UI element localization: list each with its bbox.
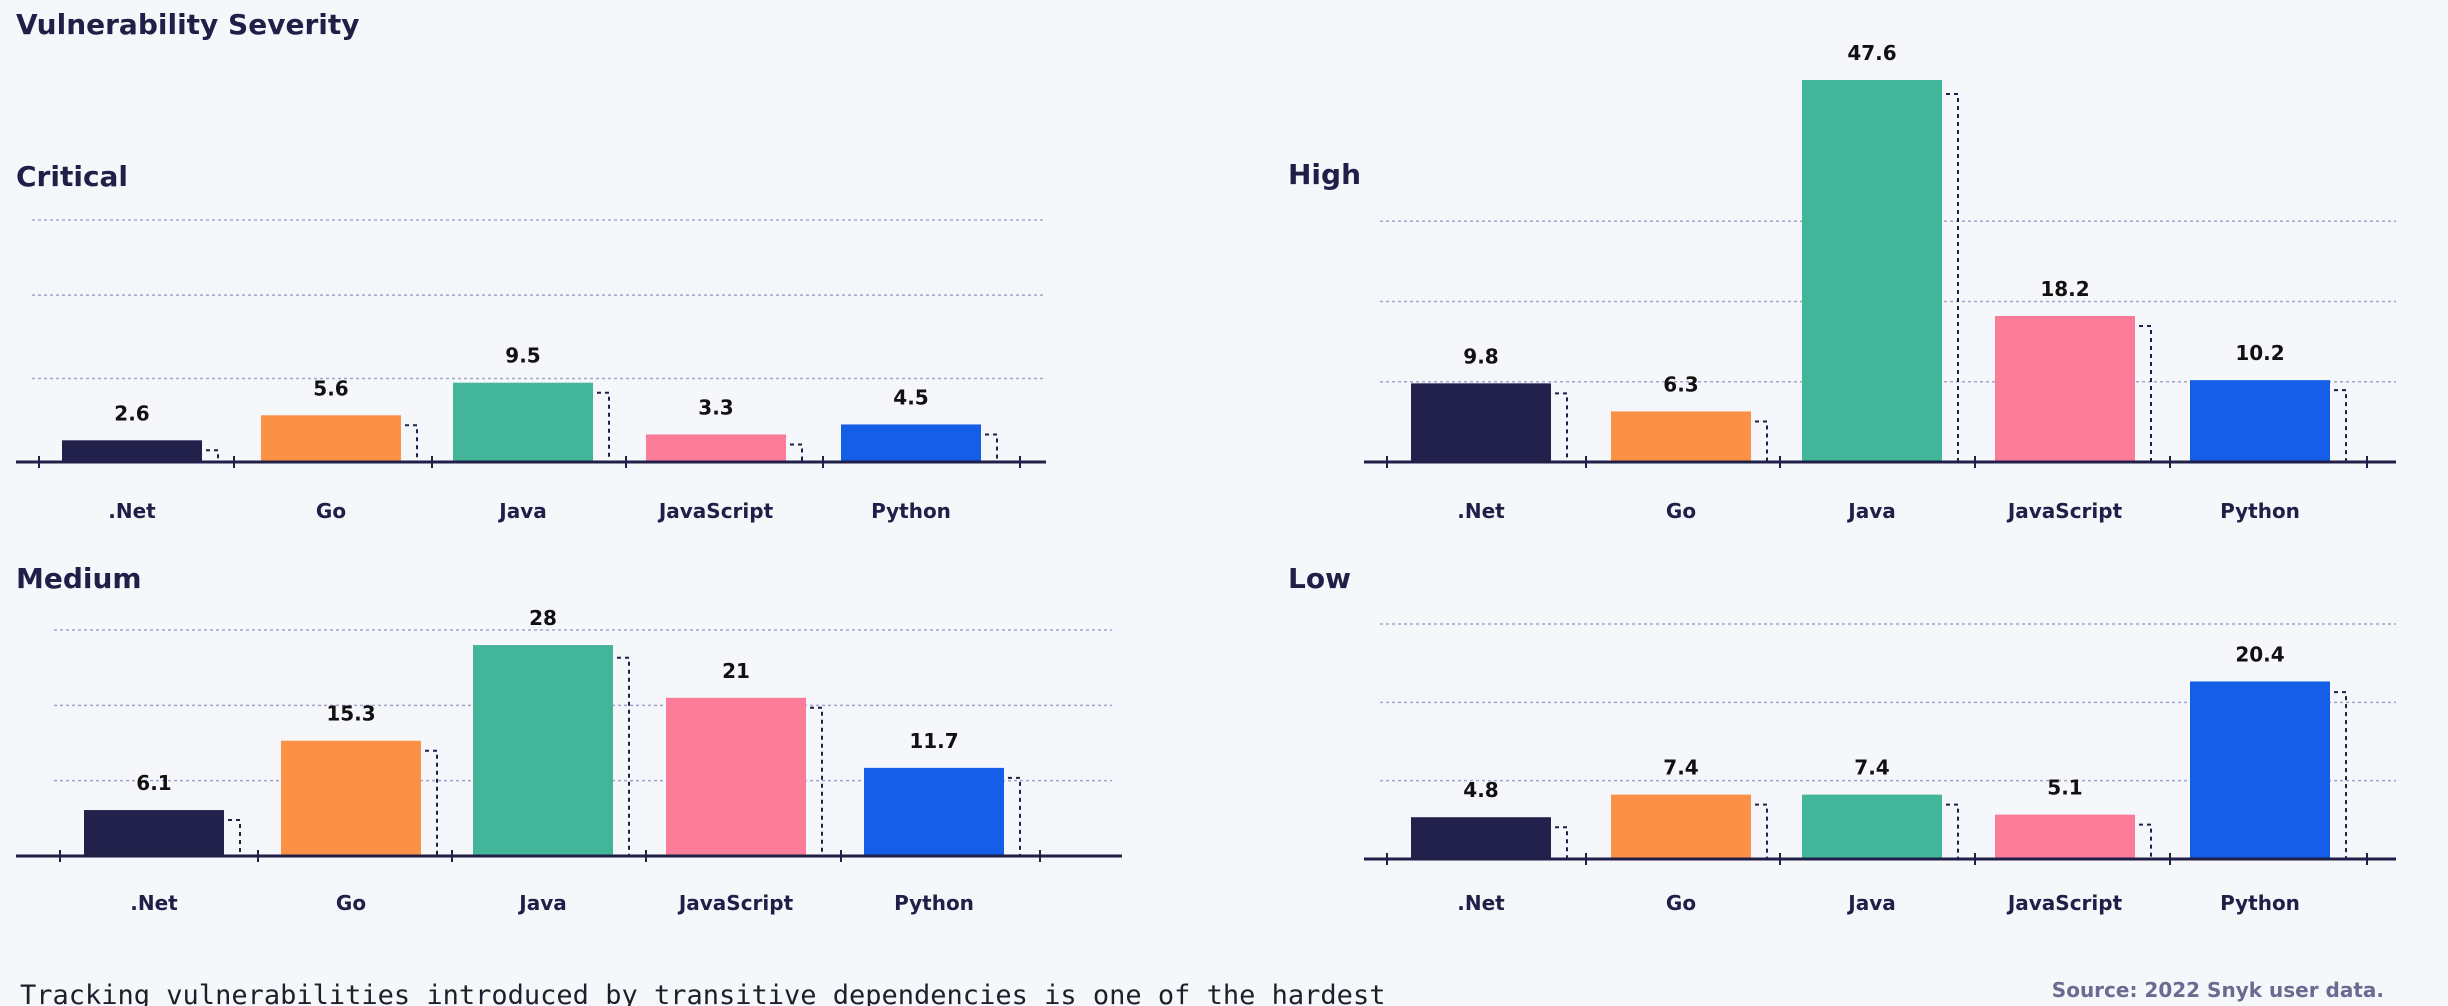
high-bar-4: [2190, 380, 2330, 462]
critical-bar-2: [453, 382, 593, 462]
medium-category-label-3: JavaScript: [677, 891, 794, 915]
chart-title-medium: Medium: [16, 562, 142, 595]
high-category-label-3: JavaScript: [2006, 499, 2123, 523]
medium-bar-2: [473, 645, 613, 856]
critical-value-label-0: 2.6: [114, 401, 149, 425]
high-value-label-4: 10.2: [2235, 341, 2284, 365]
high-bar-3: [1995, 315, 2135, 462]
critical-category-label-4: Python: [871, 499, 951, 523]
low-value-label-0: 4.8: [1463, 778, 1498, 802]
high-category-label-2: Java: [1846, 499, 1895, 523]
low-value-label-2: 7.4: [1854, 756, 1889, 780]
high-category-label-4: Python: [2220, 499, 2300, 523]
medium-category-label-1: Go: [336, 891, 366, 915]
high-value-label-2: 47.6: [1847, 41, 1896, 65]
high-value-label-1: 6.3: [1663, 372, 1698, 396]
low-category-label-0: .Net: [1457, 891, 1505, 915]
critical-bar-0: [62, 440, 202, 462]
medium-category-label-2: Java: [517, 891, 566, 915]
medium-category-label-0: .Net: [130, 891, 178, 915]
body-text: Tracking vulnerabilities introduced by t…: [20, 980, 1386, 1006]
low-value-label-1: 7.4: [1663, 756, 1698, 780]
high-category-label-0: .Net: [1457, 499, 1505, 523]
medium-bar-0: [84, 810, 224, 856]
high-bar-0: [1411, 383, 1551, 462]
low-bar-3: [1995, 814, 2135, 859]
critical-bar-3: [646, 434, 786, 462]
high-value-label-0: 9.8: [1463, 344, 1498, 368]
medium-value-label-1: 15.3: [326, 702, 375, 726]
low-category-label-4: Python: [2220, 891, 2300, 915]
source-note: Source: 2022 Snyk user data.: [2051, 978, 2384, 1002]
page-title: Vulnerability Severity: [16, 8, 360, 41]
critical-bar-4: [841, 424, 981, 462]
critical-category-label-2: Java: [497, 499, 546, 523]
chart-title-low: Low: [1288, 562, 1351, 595]
high-value-label-3: 18.2: [2040, 277, 2089, 301]
high-bar-2: [1802, 80, 1942, 462]
high-category-label-1: Go: [1666, 499, 1696, 523]
critical-value-label-4: 4.5: [893, 385, 928, 409]
low-bar-1: [1611, 794, 1751, 859]
critical-category-label-1: Go: [316, 499, 346, 523]
high-bar-1: [1611, 411, 1751, 462]
low-bar-0: [1411, 817, 1551, 859]
critical-value-label-3: 3.3: [698, 395, 733, 419]
medium-bar-1: [281, 740, 421, 856]
medium-value-label-0: 6.1: [136, 771, 171, 795]
low-bar-4: [2190, 681, 2330, 859]
chart-title-critical: Critical: [16, 160, 129, 193]
low-category-label-1: Go: [1666, 891, 1696, 915]
medium-category-label-4: Python: [894, 891, 974, 915]
medium-value-label-4: 11.7: [909, 729, 958, 753]
critical-value-label-1: 5.6: [313, 376, 348, 400]
medium-value-label-2: 28: [529, 606, 557, 630]
low-category-label-2: Java: [1846, 891, 1895, 915]
medium-value-label-3: 21: [722, 659, 750, 683]
low-category-label-3: JavaScript: [2006, 891, 2123, 915]
medium-bar-4: [864, 767, 1004, 856]
low-bar-2: [1802, 794, 1942, 859]
chart-title-high: High: [1288, 158, 1362, 191]
critical-value-label-2: 9.5: [505, 344, 540, 368]
critical-category-label-3: JavaScript: [657, 499, 774, 523]
low-value-label-4: 20.4: [2235, 642, 2284, 666]
low-value-label-3: 5.1: [2047, 776, 2082, 800]
critical-category-label-0: .Net: [108, 499, 156, 523]
medium-bar-3: [666, 697, 806, 856]
critical-bar-1: [261, 415, 401, 462]
